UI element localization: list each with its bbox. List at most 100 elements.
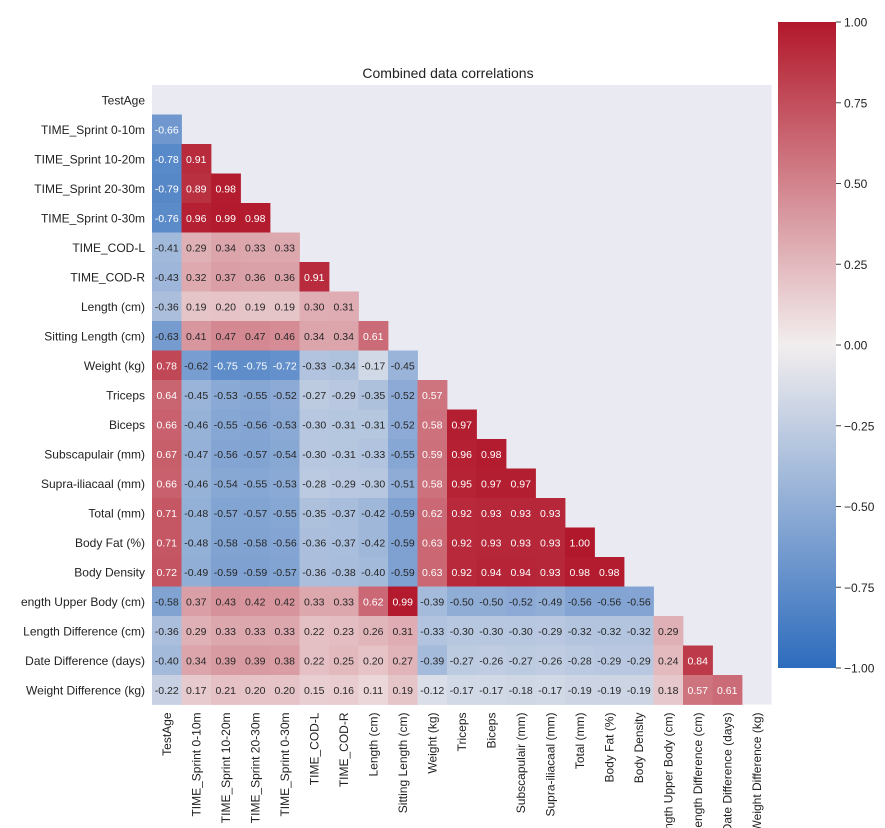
heatmap-cell xyxy=(240,291,271,322)
heatmap-cell xyxy=(270,586,300,617)
heatmap-cell xyxy=(299,439,330,469)
cell-value-label: 0.96 xyxy=(452,449,473,461)
heatmap-cell xyxy=(299,468,330,499)
cell-value-label: 0.36 xyxy=(245,272,266,284)
cell-value-label: -0.27 xyxy=(450,655,474,667)
heatmap-cell xyxy=(358,439,389,469)
cell-value-label: -0.17 xyxy=(479,685,503,697)
cell-value-label: 0.37 xyxy=(186,596,207,608)
cell-value-label: -0.55 xyxy=(391,449,415,461)
heatmap-cell xyxy=(270,291,300,322)
heatmap-cell xyxy=(152,586,182,617)
heatmap-cell xyxy=(299,498,330,528)
cell-value-label: 0.33 xyxy=(275,242,296,254)
heatmap-cell xyxy=(388,350,418,381)
heatmap-cell xyxy=(594,675,625,705)
cell-value-label: -0.27 xyxy=(302,390,326,402)
heatmap-cell xyxy=(270,439,300,469)
cell-value-label: 0.32 xyxy=(186,272,207,284)
heatmap-cell xyxy=(240,203,271,233)
cell-value-label: 0.19 xyxy=(186,301,207,313)
cell-value-label: -0.56 xyxy=(597,596,621,608)
cell-value-label: 0.42 xyxy=(245,596,266,608)
cell-value-label: -0.19 xyxy=(627,685,651,697)
heatmap-cell xyxy=(270,645,300,676)
heatmap-cell xyxy=(270,262,300,292)
cell-value-label: 0.63 xyxy=(422,537,443,549)
cell-value-label: 0.62 xyxy=(422,508,443,520)
cell-value-label: -0.17 xyxy=(450,685,474,697)
cell-value-label: -0.57 xyxy=(273,567,297,579)
heatmap-cell xyxy=(270,675,300,705)
column-label: Total (mm) xyxy=(573,713,587,770)
column-label: TIME_Sprint 20-30m xyxy=(248,713,262,824)
heatmap-cell xyxy=(152,114,182,145)
cell-value-label: -0.46 xyxy=(184,419,208,431)
heatmap-cell xyxy=(358,586,389,617)
heatmap-cell xyxy=(358,527,389,558)
colorbar xyxy=(778,22,836,668)
cell-value-label: 0.33 xyxy=(275,626,296,638)
heatmap-cell xyxy=(270,409,300,440)
heatmap-cell xyxy=(181,321,212,351)
heatmap-cell xyxy=(358,616,389,646)
cell-value-label: 0.98 xyxy=(216,183,237,195)
cell-value-label: 0.19 xyxy=(245,301,266,313)
row-label: Length Difference (cm) xyxy=(23,624,145,638)
row-label: TIME_Sprint 20-30m xyxy=(34,182,145,196)
heatmap-cell xyxy=(152,262,182,292)
column-label: Length Difference (cm) xyxy=(691,713,705,828)
heatmap-cell xyxy=(565,557,595,587)
heatmap-cell xyxy=(565,527,595,558)
cell-value-label: -0.37 xyxy=(332,537,356,549)
cell-value-label: -0.52 xyxy=(391,390,415,402)
row-label: TestAge xyxy=(102,93,146,107)
row-label: Body Fat (%) xyxy=(75,536,145,550)
cell-value-label: 0.37 xyxy=(216,272,237,284)
heatmap-cell xyxy=(299,557,330,587)
cell-value-label: -0.48 xyxy=(184,537,208,549)
cell-value-label: 0.23 xyxy=(334,626,355,638)
heatmap-cell xyxy=(535,527,566,558)
cell-value-label: -0.40 xyxy=(361,567,385,579)
chart-title: Combined data correlations xyxy=(362,65,533,81)
heatmap-cell xyxy=(447,616,477,646)
cell-value-label: 0.26 xyxy=(363,626,384,638)
heatmap-cell xyxy=(240,586,271,617)
cell-value-label: -0.59 xyxy=(391,537,415,549)
cell-value-label: -0.59 xyxy=(391,567,415,579)
cell-value-label: -0.75 xyxy=(243,360,267,372)
heatmap-cell xyxy=(299,675,330,705)
cell-value-label: -0.56 xyxy=(243,419,267,431)
cell-value-label: -0.32 xyxy=(627,626,651,638)
cell-value-label: 0.15 xyxy=(304,685,325,697)
heatmap-cell xyxy=(181,291,212,322)
cell-value-label: 0.11 xyxy=(363,685,383,697)
heatmap-cell xyxy=(683,645,713,676)
heatmap-cell xyxy=(506,616,536,646)
cell-value-label: -0.38 xyxy=(332,567,356,579)
cell-value-label: 0.58 xyxy=(422,419,443,431)
heatmap-cell xyxy=(417,468,448,499)
cell-value-label: -0.29 xyxy=(627,655,651,667)
cell-value-label: 0.72 xyxy=(157,567,178,579)
cell-value-label: -0.55 xyxy=(273,508,297,520)
heatmap-cells: -0.66 -0.78 0.91 -0.79 0.89 0.98 -0.76 0.96 0.99… xyxy=(152,114,743,705)
cell-value-label: 0.41 xyxy=(186,331,207,343)
cell-value-label: 0.20 xyxy=(363,655,384,667)
cell-value-label: 0.84 xyxy=(688,655,709,667)
cell-value-label: -0.39 xyxy=(420,596,444,608)
heatmap-cell xyxy=(417,409,448,440)
cell-value-label: 0.20 xyxy=(275,685,296,697)
heatmap-cell xyxy=(299,350,330,381)
heatmap-cell xyxy=(181,468,212,499)
heatmap-cell xyxy=(152,409,182,440)
heatmap-cell xyxy=(388,586,418,617)
heatmap-cell xyxy=(299,262,330,292)
cell-value-label: -0.28 xyxy=(568,655,592,667)
cell-value-label: 0.94 xyxy=(511,567,532,579)
cell-value-label: 0.33 xyxy=(245,242,266,254)
cell-value-label: 0.94 xyxy=(481,567,502,579)
